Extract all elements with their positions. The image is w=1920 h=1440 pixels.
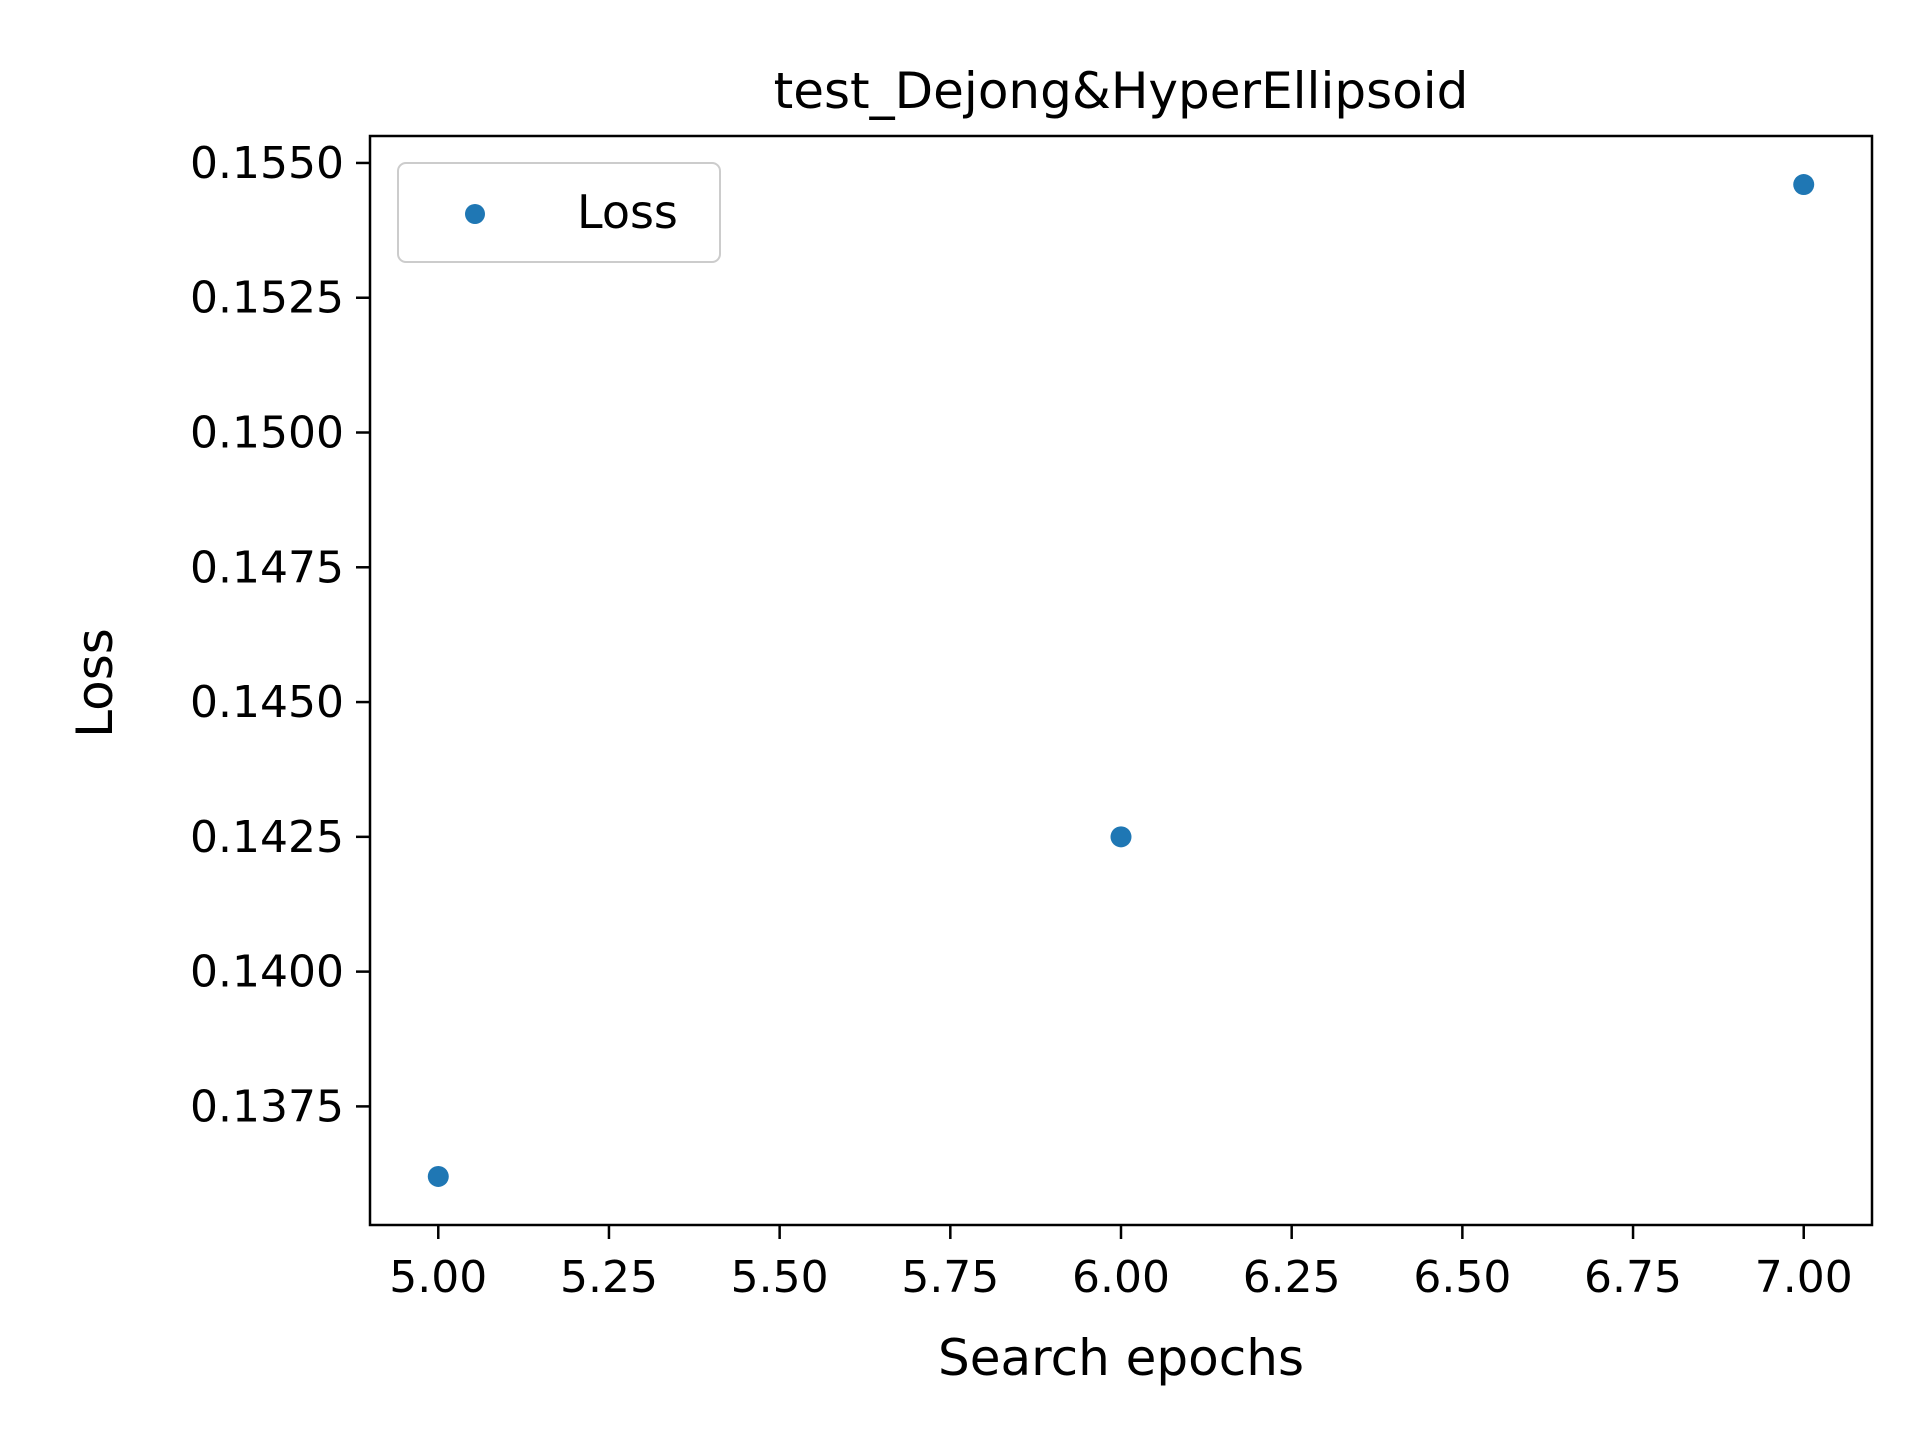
x-tick-label: 6.25 [1243,1252,1341,1303]
data-point [427,1165,449,1187]
x-tick-label: 5.00 [389,1252,487,1303]
legend-label: Loss [577,185,678,239]
legend[interactable]: Loss [397,162,721,263]
x-tick-label: 5.25 [560,1252,658,1303]
chart-title: test_Dejong&HyperEllipsoid [774,62,1469,120]
x-axis-label: Search epochs [938,1329,1304,1387]
x-tick-label: 7.00 [1755,1252,1853,1303]
x-tick-label: 6.75 [1584,1252,1682,1303]
x-tick-label: 5.75 [901,1252,999,1303]
x-tick-label: 6.50 [1413,1252,1511,1303]
y-tick-label: 0.1475 [190,542,344,593]
data-point [1793,174,1815,196]
y-tick-label: 0.1450 [190,677,344,728]
y-tick-label: 0.1500 [190,408,344,459]
x-axis-ticks: 5.00 5.25 5.50 5.75 6.00 6.25 6.50 6.75 7.00 [389,1225,1853,1303]
scatter-points [427,174,1815,1187]
y-tick-label: 0.1375 [190,1081,344,1132]
x-tick-label: 6.00 [1072,1252,1170,1303]
x-tick-label: 5.50 [731,1252,829,1303]
data-point [1110,826,1132,848]
y-tick-label: 0.1425 [190,812,344,863]
plot-frame [368,134,1874,1227]
legend-marker [465,204,485,224]
y-axis-ticks: 0.1375 0.1400 0.1425 0.1450 0.1475 0.1500 0.15… [190,138,370,1132]
y-tick-label: 0.1550 [190,138,344,189]
y-tick-label: 0.1525 [190,273,344,324]
y-axis-label: Loss [66,628,124,738]
legend-box [397,162,721,263]
y-tick-label: 0.1400 [190,947,344,998]
